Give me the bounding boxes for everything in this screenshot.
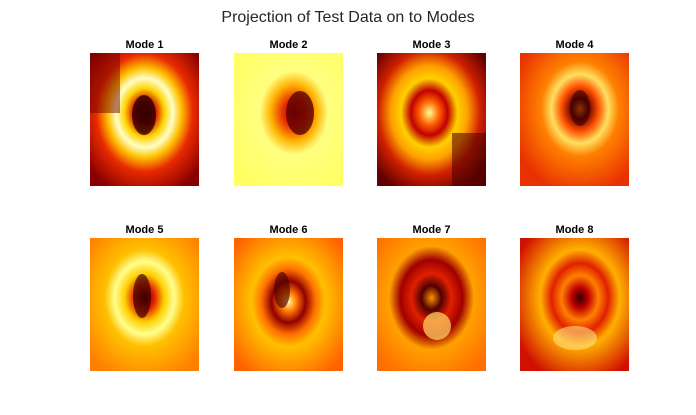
mode-4-image: [520, 53, 629, 186]
mode-8-image: [520, 238, 629, 371]
mode-4-panel: Mode 4: [520, 38, 629, 186]
mode-4-title: Mode 4: [555, 39, 594, 51]
mode-8-panel: Mode 8: [520, 223, 629, 371]
mode-3-title: Mode 3: [412, 39, 451, 51]
mode-5-title: Mode 5: [125, 224, 164, 236]
mode-7-image: [377, 238, 486, 371]
mode-5-panel: Mode 5: [90, 223, 199, 371]
mode-8-title: Mode 8: [555, 224, 594, 236]
mode-3-panel: Mode 3: [377, 38, 486, 186]
mode-5-image: [90, 238, 199, 371]
figure-title: Projection of Test Data on to Modes: [221, 9, 475, 26]
mode-2-panel: Mode 2: [234, 38, 343, 186]
mode-7-panel: Mode 7: [377, 223, 486, 371]
mode-3-image: [377, 53, 486, 186]
mode-1-title: Mode 1: [125, 39, 164, 51]
mode-1-image: [90, 53, 199, 186]
mode-6-panel: Mode 6: [234, 223, 343, 371]
mode-2-title: Mode 2: [269, 39, 308, 51]
mode-7-title: Mode 7: [412, 224, 451, 236]
mode-1-panel: Mode 1: [90, 38, 199, 186]
mode-2-image: [234, 53, 343, 186]
mode-6-image: [234, 238, 343, 371]
mode-6-title: Mode 6: [269, 224, 308, 236]
